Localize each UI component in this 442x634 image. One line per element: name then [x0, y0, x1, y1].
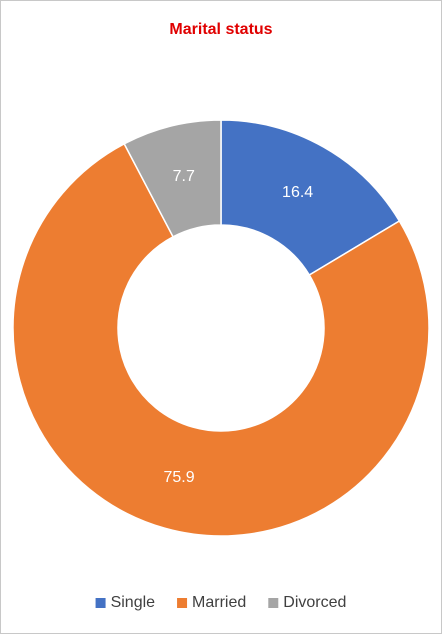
legend-swatch	[177, 598, 188, 608]
legend-label: Married	[192, 594, 246, 611]
legend-swatch	[95, 598, 106, 608]
donut-slice	[12, 142, 430, 537]
data-label: 7.7	[173, 168, 195, 185]
chart-title: Marital status	[169, 21, 272, 38]
donut-slice	[220, 119, 401, 277]
data-label: 16.4	[282, 184, 313, 201]
legend-label: Single	[111, 594, 156, 611]
legend-swatch	[268, 598, 279, 608]
legend-label: Divorced	[283, 594, 346, 611]
data-label: 75.9	[163, 469, 194, 486]
donut-slice	[123, 119, 222, 238]
